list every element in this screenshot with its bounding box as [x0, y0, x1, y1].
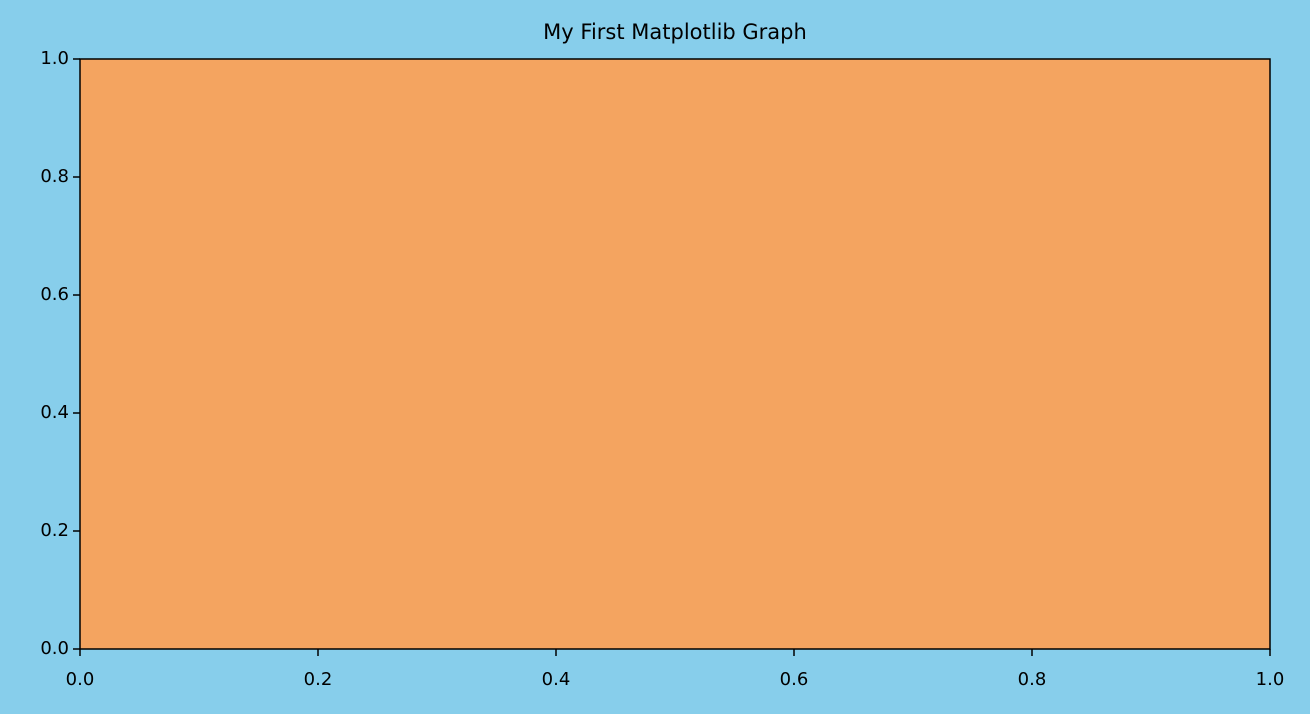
x-tick-label: 0.6 — [780, 669, 809, 690]
y-tick-label: 0.6 — [40, 284, 69, 305]
x-tick-label: 1.0 — [1256, 669, 1285, 690]
y-tick-label: 0.4 — [40, 402, 69, 423]
chart-title: My First Matplotlib Graph — [543, 20, 807, 44]
x-tick-label: 0.2 — [304, 669, 333, 690]
axes-background — [80, 59, 1270, 649]
y-tick-label: 1.0 — [40, 48, 69, 69]
x-tick-label: 0.0 — [66, 669, 95, 690]
y-tick-label: 0.8 — [40, 166, 69, 187]
axes-frame — [79, 58, 1271, 650]
x-tick-label: 0.8 — [1018, 669, 1047, 690]
y-tick-label: 0.0 — [40, 638, 69, 659]
y-tick-label: 0.2 — [40, 520, 69, 541]
x-tick-label: 0.4 — [542, 669, 571, 690]
